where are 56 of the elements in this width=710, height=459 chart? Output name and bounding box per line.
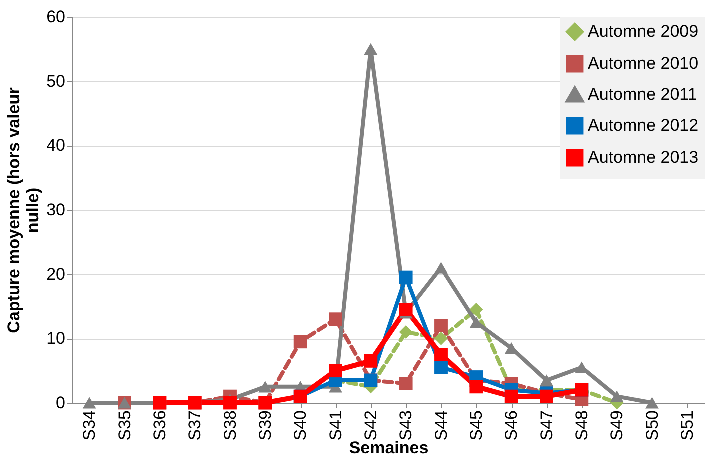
point: [258, 381, 272, 393]
x-axis-title: Semaines: [349, 438, 429, 458]
y-axis-title: Capture moyenne (hors valeur nulle): [4, 87, 43, 334]
point: [82, 397, 96, 409]
legend-label: Automne 2009: [588, 22, 699, 41]
x-tick-label: S34: [80, 410, 100, 441]
point: [434, 348, 448, 362]
x-tick-label: S38: [220, 410, 240, 441]
point: [399, 303, 413, 316]
point: [399, 376, 413, 390]
y-tick-label: 60: [46, 8, 66, 26]
x-tick-label: S43: [396, 410, 416, 441]
point: [434, 319, 448, 333]
point: [540, 374, 554, 386]
x-tick-label: S47: [537, 410, 556, 441]
x-tick-label: S51: [678, 410, 697, 441]
point: [540, 390, 554, 404]
point: [329, 364, 342, 378]
legend-label: Automne 2010: [588, 54, 699, 73]
point: [294, 335, 308, 349]
point: [610, 390, 624, 402]
x-tick-label: S35: [115, 410, 134, 441]
x-tick-label: S50: [642, 410, 662, 441]
point: [364, 43, 378, 55]
point: [434, 360, 448, 374]
point: [399, 326, 413, 339]
x-tick-label: S45: [466, 410, 486, 441]
y-tick-label: 40: [46, 136, 66, 156]
x-tick-label: S48: [572, 410, 592, 441]
point: [364, 354, 378, 368]
point: [434, 262, 448, 274]
point: [470, 380, 484, 394]
point: [329, 312, 342, 326]
y-tick-label: 10: [46, 329, 66, 348]
x-tick-label: S41: [326, 410, 346, 441]
point: [646, 397, 659, 409]
point: [224, 396, 237, 410]
y-tick-label: 0: [56, 394, 66, 412]
y-tick-label: 20: [46, 264, 66, 284]
x-tick-label: S37: [186, 410, 205, 441]
x-tick-label: S49: [608, 410, 627, 441]
x-tick-label: S46: [502, 410, 522, 441]
x-tick-label: S42: [361, 410, 380, 441]
point: [470, 303, 484, 316]
legend-label: Automne 2013: [588, 148, 699, 167]
x-tick-label: S40: [291, 410, 310, 441]
legend-label: Automne 2012: [588, 116, 699, 135]
point: [434, 332, 448, 346]
x-tick-label: S36: [150, 410, 170, 441]
x-tick-label: S39: [256, 410, 275, 441]
x-tick-label: S44: [432, 410, 451, 441]
y-tick-label: 30: [46, 200, 66, 220]
point: [399, 270, 413, 284]
legend-label: Automne 2011: [588, 85, 698, 104]
y-tick-label: 50: [46, 72, 66, 91]
point: [504, 390, 518, 404]
